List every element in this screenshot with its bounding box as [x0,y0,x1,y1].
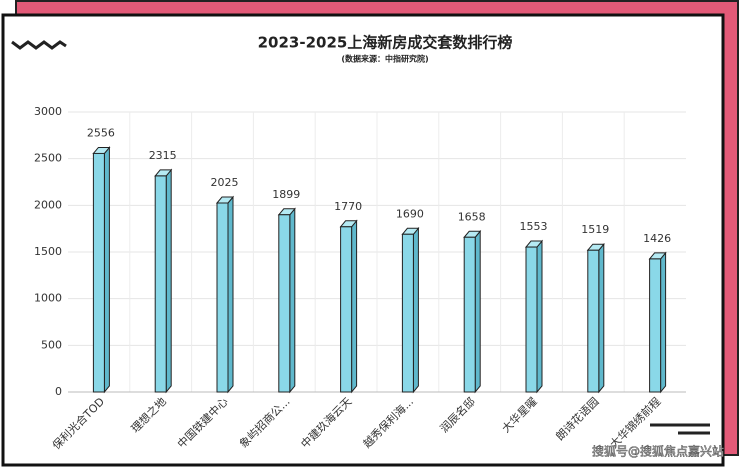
bar-face [536,239,543,394]
bar-face [660,251,667,394]
bar [215,195,235,394]
chart-title: 2023-2025上海新房成交套数排行榜 [258,34,513,52]
card [1,13,725,467]
bar-face [92,152,105,393]
value-label: 1770 [334,200,362,213]
value-label: 1426 [643,232,671,245]
value-label: 1519 [581,223,609,236]
bar [154,168,173,394]
value-label: 1899 [272,188,300,201]
bar [339,219,358,394]
bar-face [525,246,538,393]
bar-face [103,146,110,394]
y-tick-label: 500 [41,338,62,351]
bar-face [165,168,172,394]
value-label: 2025 [211,176,239,189]
bar-face [340,226,353,393]
zigzag-decoration [11,40,67,50]
bar-face [598,242,605,394]
value-label: 1690 [396,207,424,220]
y-tick-label: 3000 [34,105,62,118]
value-label: 2315 [149,149,177,162]
bar [277,207,296,394]
bar-face [587,249,600,393]
chart-subtitle: (数据来源：中指研究院) [341,54,428,64]
value-label: 2556 [87,126,115,139]
bar-face [412,226,419,394]
bar-face [474,229,481,394]
bar-face [463,236,476,393]
bar [92,146,111,394]
bar-face [401,233,414,393]
y-tick-label: 0 [55,385,62,398]
watermark: 搜狐号@搜狐焦点嘉兴站 [592,444,724,459]
bar [524,239,544,394]
value-label: 1658 [458,210,486,223]
bar [463,229,482,394]
bar-face [278,214,291,393]
y-tick-label: 2000 [34,198,62,211]
bar [401,226,420,394]
bar-face [216,202,229,393]
bar-face [154,175,167,393]
bar [586,242,605,394]
bar-face [227,195,234,394]
bar [648,251,667,394]
y-tick-label: 1000 [34,292,62,305]
bar-face [649,258,662,393]
y-tick-label: 1500 [34,245,62,258]
bar-face [351,219,358,394]
value-label: 1553 [520,220,548,233]
bar-face [289,207,296,394]
y-tick-label: 2500 [34,152,62,165]
